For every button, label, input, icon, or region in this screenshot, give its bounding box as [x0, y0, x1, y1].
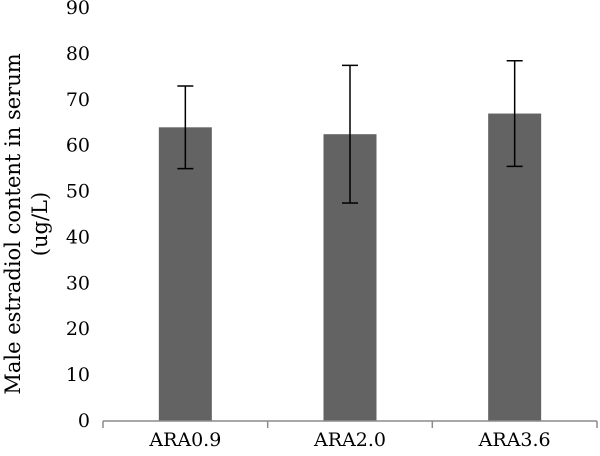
y-tick-label: 90 — [66, 0, 90, 19]
y-axis-ticks: 0 10 20 30 40 50 60 70 80 90 — [66, 0, 90, 432]
error-bar-ARA3.6 — [506, 60, 523, 168]
error-bar-ARA0.9 — [177, 85, 194, 170]
x-category-label: ARA3.6 — [478, 429, 551, 451]
y-tick-label: 20 — [66, 318, 90, 340]
bars — [158, 113, 542, 422]
y-tick-label: 70 — [66, 89, 90, 111]
error-bar-ARA2.0 — [342, 64, 358, 204]
y-tick-label: 10 — [66, 364, 90, 386]
x-category-label: ARA0.9 — [148, 429, 221, 451]
y-tick-label: 50 — [66, 181, 90, 203]
y-tick-label: 80 — [66, 43, 90, 65]
y-tick-label: 30 — [66, 272, 90, 294]
y-axis-title: Male estradiol content in serum (ug/L) — [1, 53, 52, 394]
error-bars — [177, 60, 523, 204]
y-tick-label: 60 — [66, 135, 90, 157]
y-axis-title-line-1: Male estradiol content in serum — [1, 53, 25, 394]
y-tick-label: 0 — [78, 410, 90, 432]
y-axis-title-line-2: (ug/L) — [28, 192, 52, 256]
x-category-label: ARA2.0 — [313, 429, 386, 451]
bar-ARA0.9 — [158, 127, 212, 422]
x-axis: ARA0.9 ARA2.0 ARA3.6 — [102, 420, 598, 451]
y-tick-label: 40 — [66, 226, 90, 248]
